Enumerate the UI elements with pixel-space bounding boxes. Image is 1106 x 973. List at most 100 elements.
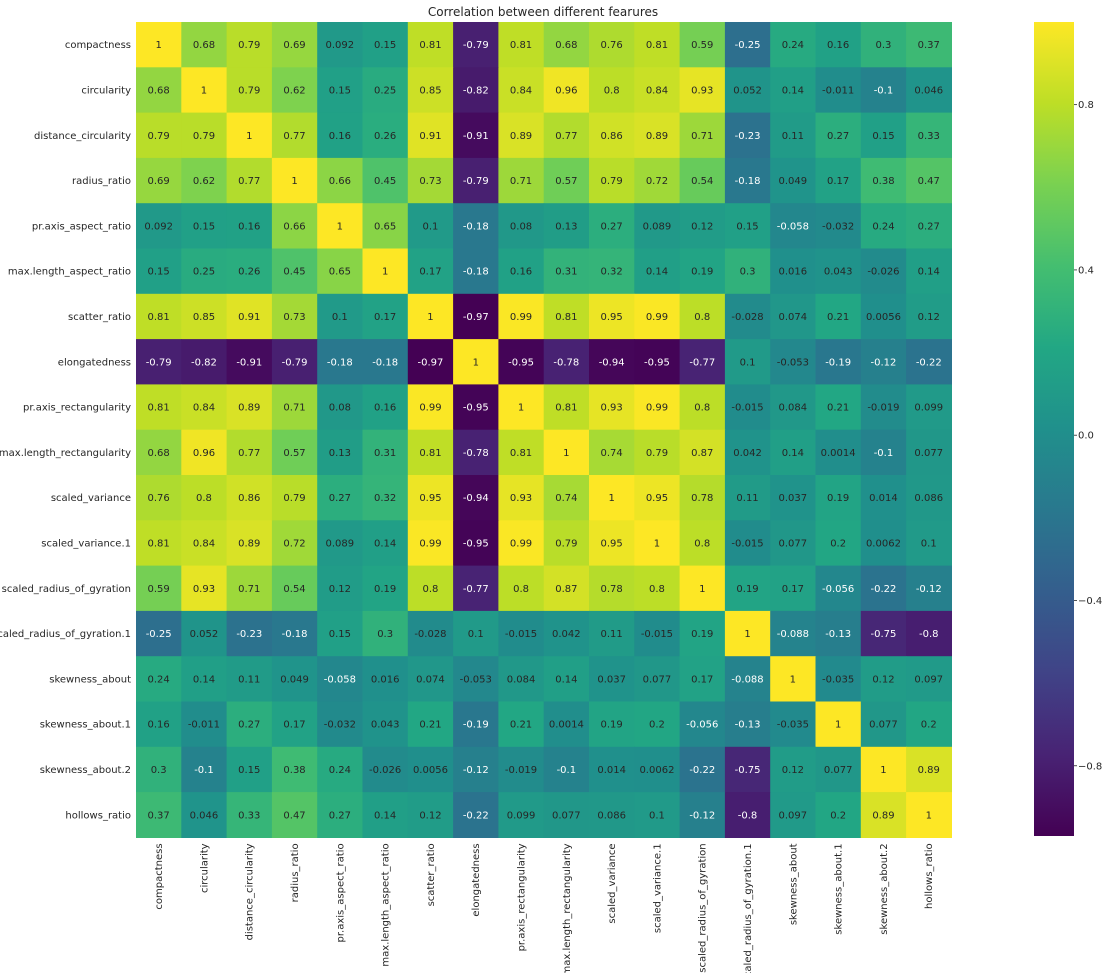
heatmap-cell — [679, 67, 726, 114]
heatmap-cell — [453, 384, 499, 431]
cell-value-label: 0.79 — [238, 40, 260, 51]
cell-value-label: 0.086 — [597, 810, 626, 821]
heatmap-cell — [906, 429, 952, 476]
cell-value-label: -0.8 — [919, 629, 939, 640]
cell-value-label: -0.088 — [731, 674, 763, 685]
heatmap-cell — [906, 656, 952, 703]
heatmap-cell — [589, 339, 635, 385]
cell-value-label: 0.81 — [510, 40, 532, 51]
cell-value-label: 0.57 — [283, 448, 305, 459]
heatmap-cell — [453, 112, 499, 159]
cell-value-label: -0.026 — [867, 267, 899, 278]
heatmap-cell — [181, 565, 228, 612]
cell-value-label: 1 — [608, 493, 614, 504]
cell-value-label: 0.19 — [691, 629, 713, 640]
cell-value-label: -0.95 — [508, 357, 534, 368]
heatmap-cell — [724, 112, 771, 159]
cell-value-label: 0.99 — [419, 403, 441, 414]
cell-value-label: -0.19 — [825, 357, 851, 368]
x-tick-label: scatter_ratio — [426, 843, 437, 906]
heatmap-cell — [589, 112, 635, 159]
heatmap-cell — [226, 792, 273, 838]
x-tick-label: scaled_radius_of_gyration — [698, 843, 709, 972]
heatmap-cell — [362, 701, 409, 748]
cell-value-label: 0.19 — [601, 720, 623, 731]
heatmap-cell — [181, 203, 228, 250]
cell-value-label: 0.31 — [374, 448, 396, 459]
heatmap-cell — [860, 157, 907, 204]
cell-value-label: 0.27 — [601, 221, 623, 232]
colorbar-tick-label: −0.4 — [1078, 596, 1102, 607]
heatmap-cell — [589, 203, 635, 250]
heatmap-cell — [634, 610, 681, 657]
cell-value-label: 0.8 — [422, 584, 438, 595]
heatmap-cell — [634, 520, 681, 567]
cell-value-label: 1 — [155, 40, 161, 51]
cell-value-label: 0.19 — [691, 267, 713, 278]
heatmap-cell — [860, 203, 907, 250]
y-tick-label: scaled_radius_of_gyration.1 — [0, 629, 131, 640]
heatmap-cell — [453, 746, 499, 793]
cell-value-label: 0.47 — [918, 176, 940, 187]
cell-value-label: 0.59 — [691, 40, 713, 51]
heatmap-cell — [362, 203, 409, 250]
heatmap-cell — [362, 792, 409, 838]
cell-value-label: 0.99 — [646, 312, 668, 323]
heatmap-cell — [770, 565, 817, 612]
cell-value-label: 1 — [926, 810, 932, 821]
heatmap-cell — [634, 565, 681, 612]
heatmap-cell — [226, 384, 273, 431]
heatmap-cell — [906, 157, 952, 204]
cell-value-label: 0.57 — [555, 176, 577, 187]
heatmap-cell — [362, 248, 409, 295]
heatmap-cell — [362, 656, 409, 703]
cell-value-label: 0.097 — [779, 810, 808, 821]
cell-value-label: 0.31 — [555, 267, 577, 278]
heatmap-cell — [634, 384, 681, 431]
heatmap-cell — [407, 22, 454, 68]
heatmap-cell — [362, 293, 409, 340]
x-tick-label: hollows_ratio — [924, 843, 935, 909]
heatmap-cell — [589, 701, 635, 748]
cell-value-label: 1 — [427, 312, 433, 323]
cell-value-label: 0.81 — [555, 312, 577, 323]
cell-value-label: 0.15 — [736, 221, 758, 232]
heatmap-cell — [271, 656, 318, 703]
heatmap-cell — [181, 384, 228, 431]
heatmap-cell — [317, 475, 364, 521]
cell-value-label: 0.19 — [736, 584, 758, 595]
heatmap-cell — [634, 67, 681, 114]
heatmap-cell — [317, 67, 364, 114]
heatmap-cell — [498, 293, 545, 340]
cell-value-label: 0.93 — [691, 85, 713, 96]
cell-value-label: 0.32 — [374, 493, 396, 504]
cell-value-label: 0.046 — [190, 810, 219, 821]
heatmap-cell — [679, 565, 726, 612]
heatmap-cell — [724, 248, 771, 295]
heatmap-cell — [815, 475, 862, 521]
cell-value-label: -0.18 — [372, 357, 398, 368]
cell-value-label: 0.1 — [332, 312, 348, 323]
heatmap-cell — [770, 248, 817, 295]
cell-value-label: 0.96 — [555, 85, 577, 96]
cell-value-label: 0.71 — [283, 403, 305, 414]
heatmap-cell — [407, 746, 454, 793]
heatmap-cell — [271, 384, 318, 431]
heatmap-cell — [679, 701, 726, 748]
heatmap-cell — [724, 656, 771, 703]
heatmap-cell — [181, 22, 228, 68]
heatmap-cell — [589, 22, 635, 68]
cell-value-label: 0.54 — [691, 176, 713, 187]
heatmap-cell — [589, 565, 635, 612]
heatmap-cell — [860, 565, 907, 612]
heatmap-cells — [136, 22, 952, 838]
heatmap-cell — [724, 22, 771, 68]
heatmap-cell — [770, 339, 817, 385]
cell-value-label: 0.049 — [280, 674, 309, 685]
cell-value-label: 0.14 — [646, 267, 668, 278]
cell-value-label: 0.65 — [374, 221, 396, 232]
cell-value-label: 0.043 — [371, 720, 400, 731]
cell-value-label: 1 — [880, 765, 886, 776]
heatmap-cell — [815, 520, 862, 567]
heatmap-cell — [317, 384, 364, 431]
